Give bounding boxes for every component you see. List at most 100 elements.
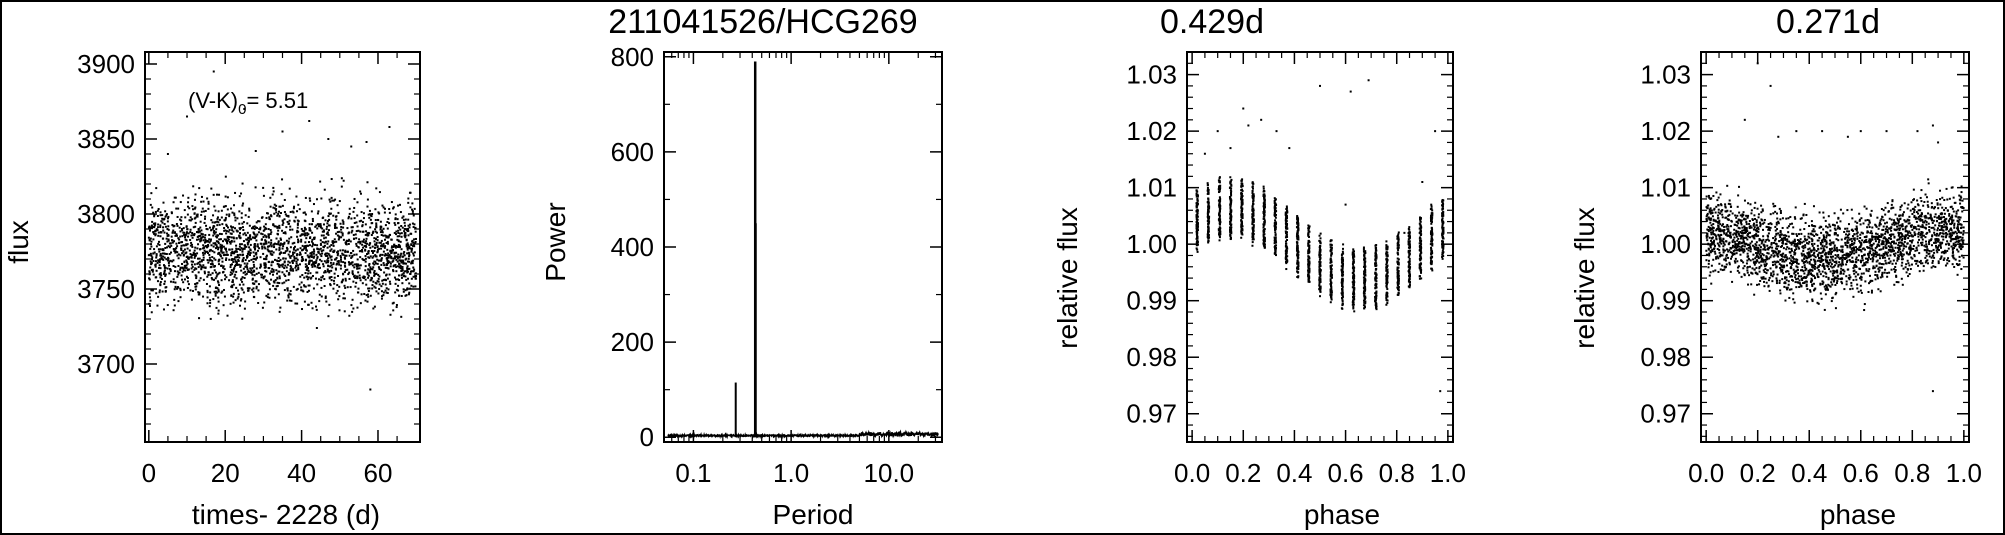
panel1-data-point bbox=[150, 240, 153, 243]
panel3-data-point bbox=[1441, 252, 1444, 255]
panel1-data-point bbox=[268, 267, 271, 270]
panel1-data-point bbox=[197, 266, 200, 269]
panel1-data-point bbox=[334, 223, 337, 226]
panel1-data-point bbox=[344, 279, 347, 282]
panel1-data-point bbox=[359, 264, 362, 267]
panel3-data-point bbox=[1263, 222, 1266, 225]
panel3-data-point bbox=[1263, 237, 1266, 240]
panel3-data-point bbox=[1240, 236, 1243, 239]
panel1-data-point bbox=[221, 257, 224, 260]
panel1-data-point bbox=[175, 242, 178, 245]
panel2-title: 211041526/HCG269 bbox=[608, 3, 917, 41]
panel3-data-point bbox=[1296, 261, 1299, 264]
panel1-data-point bbox=[147, 254, 150, 257]
panel1-data-point bbox=[238, 283, 241, 286]
panel1-data-point bbox=[294, 249, 297, 252]
panel1-data-point bbox=[199, 220, 202, 223]
panel1-data-point bbox=[164, 290, 167, 293]
panel3-outlier-point bbox=[1216, 130, 1219, 133]
panel1-data-point bbox=[150, 192, 153, 195]
panel1-data-point bbox=[259, 256, 262, 259]
panel1-data-point bbox=[265, 227, 268, 230]
panel3-data-point bbox=[1441, 198, 1444, 201]
panel1-data-point bbox=[374, 230, 377, 233]
panel1-data-point bbox=[407, 234, 410, 237]
panel1-data-point bbox=[224, 216, 227, 219]
panel3-data-point bbox=[1308, 257, 1311, 260]
panel1-data-point bbox=[327, 257, 330, 260]
panel3-data-point bbox=[1297, 271, 1300, 274]
panel1-data-point bbox=[317, 250, 320, 253]
panel1-data-point bbox=[245, 234, 248, 237]
panel1-data-point bbox=[211, 221, 214, 224]
panel1-data-point bbox=[218, 232, 221, 235]
panel1-data-point bbox=[380, 258, 383, 261]
panel1-data-point bbox=[258, 220, 261, 223]
panel1-data-point bbox=[268, 216, 271, 219]
panel1-data-point bbox=[310, 301, 313, 304]
panel1-data-point bbox=[232, 270, 235, 273]
panel1-data-point bbox=[163, 265, 166, 268]
panel1-data-point bbox=[288, 271, 291, 274]
panel1-data-point bbox=[265, 242, 268, 245]
panel1-data-point bbox=[148, 305, 151, 308]
panel1-data-point bbox=[244, 259, 247, 262]
panel1-data-point bbox=[348, 212, 351, 215]
panel1-data-point bbox=[231, 286, 234, 289]
panel1-data-point bbox=[357, 271, 360, 274]
panel1-data-point bbox=[251, 278, 254, 281]
panel1-data-point bbox=[382, 245, 385, 248]
panel3-data-point bbox=[1429, 262, 1432, 265]
panel1-data-point bbox=[300, 240, 303, 243]
panel1-data-point bbox=[212, 226, 215, 229]
panel1-data-point bbox=[372, 307, 375, 310]
panel3-data-point bbox=[1297, 263, 1300, 266]
panel1-data-point bbox=[158, 260, 161, 263]
panel1-data-point bbox=[276, 281, 279, 284]
panel1-data-point bbox=[232, 230, 235, 233]
panel1-data-point bbox=[264, 223, 267, 226]
panel3-data-point bbox=[1407, 240, 1410, 243]
panel1-data-point bbox=[182, 269, 185, 272]
panel1-data-point bbox=[198, 187, 201, 190]
panel1-data-point bbox=[250, 271, 253, 274]
panel1-data-point bbox=[207, 202, 210, 205]
panel1-data-point bbox=[403, 251, 406, 254]
panel1-data-point bbox=[230, 232, 233, 235]
panel1-data-point bbox=[345, 240, 348, 243]
panel1-data-point bbox=[323, 285, 326, 288]
panel3-data-point bbox=[1441, 237, 1444, 240]
panel1-data-point bbox=[367, 250, 370, 253]
panel1-data-point bbox=[367, 287, 370, 290]
panel1-data-point bbox=[388, 222, 391, 225]
panel1-data-point bbox=[241, 288, 244, 291]
panel1-data-point bbox=[213, 229, 216, 232]
panel3-data-point bbox=[1419, 256, 1422, 259]
panel1-data-point bbox=[244, 214, 247, 217]
panel3-data-point bbox=[1307, 234, 1310, 237]
panel1-data-point bbox=[339, 264, 342, 267]
panel1-data-point bbox=[238, 245, 241, 248]
panel3-data-point bbox=[1218, 206, 1221, 209]
panel3-xlabel: phase bbox=[1304, 499, 1380, 530]
panel1-data-point bbox=[305, 275, 308, 278]
panel1-data-point bbox=[159, 276, 162, 279]
panel1-data-point bbox=[268, 245, 271, 248]
panel1-data-point bbox=[242, 267, 245, 270]
panel3-data-point bbox=[1228, 220, 1231, 223]
panel3-data-point bbox=[1218, 234, 1221, 237]
panel1-data-point bbox=[332, 287, 335, 290]
panel3-data-point bbox=[1330, 298, 1333, 301]
panel1-data-point bbox=[161, 252, 164, 255]
panel1-data-point bbox=[196, 247, 199, 250]
panel1-data-point bbox=[187, 201, 190, 204]
panel1-data-point bbox=[410, 262, 413, 265]
panel1-data-point bbox=[397, 204, 400, 207]
panel1-data-point bbox=[200, 260, 203, 263]
panel1-data-point bbox=[402, 252, 405, 255]
panel1-data-point bbox=[157, 242, 160, 245]
panel1-data-point bbox=[226, 235, 229, 238]
panel1-data-point bbox=[192, 253, 195, 256]
panel1-data-point bbox=[402, 255, 405, 258]
panel1-data-point bbox=[355, 253, 358, 256]
